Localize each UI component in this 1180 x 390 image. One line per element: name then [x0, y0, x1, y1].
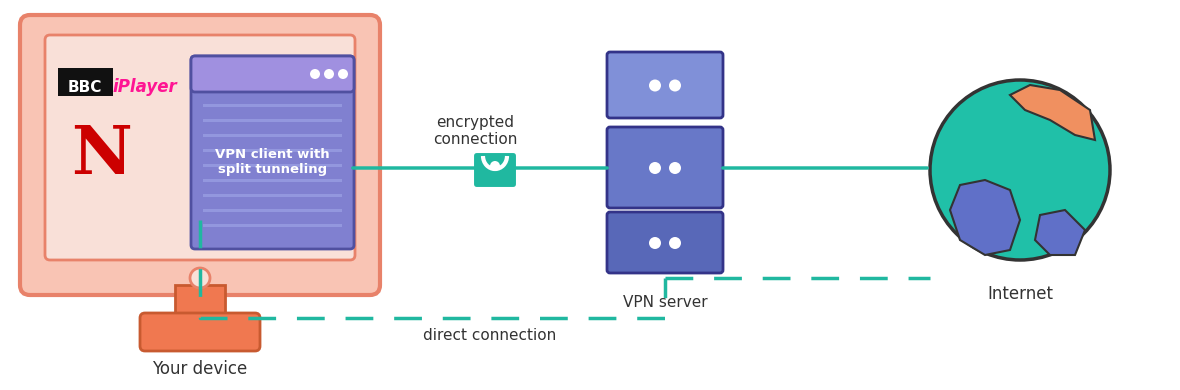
Text: VPN client with
split tunneling: VPN client with split tunneling [215, 149, 330, 177]
Circle shape [669, 80, 681, 92]
Circle shape [324, 69, 334, 79]
Circle shape [337, 69, 348, 79]
Circle shape [649, 237, 661, 249]
FancyBboxPatch shape [140, 313, 260, 351]
Polygon shape [1010, 85, 1095, 140]
FancyBboxPatch shape [607, 127, 723, 208]
Text: N: N [72, 122, 132, 188]
FancyBboxPatch shape [607, 212, 723, 273]
Circle shape [649, 162, 661, 174]
Bar [203, 179, 342, 182]
FancyBboxPatch shape [58, 68, 113, 96]
Polygon shape [950, 180, 1020, 255]
Bar [203, 134, 342, 137]
Text: VPN server: VPN server [623, 295, 707, 310]
Bar [203, 119, 342, 122]
Polygon shape [1035, 210, 1084, 255]
Circle shape [490, 161, 500, 171]
Text: Your device: Your device [152, 360, 248, 378]
Text: BBC: BBC [67, 80, 103, 94]
FancyBboxPatch shape [20, 15, 380, 295]
Bar [203, 209, 342, 212]
FancyBboxPatch shape [473, 152, 517, 188]
Circle shape [669, 162, 681, 174]
Bar [203, 224, 342, 227]
Circle shape [669, 237, 681, 249]
Text: iPlayer: iPlayer [112, 78, 177, 96]
Circle shape [649, 80, 661, 92]
Circle shape [930, 80, 1110, 260]
Bar [203, 149, 342, 152]
Text: Internet: Internet [986, 285, 1053, 303]
Bar [203, 194, 342, 197]
Bar [175, 285, 225, 320]
FancyBboxPatch shape [191, 56, 354, 249]
Text: encrypted
connection: encrypted connection [433, 115, 517, 147]
Bar [203, 104, 342, 107]
Circle shape [190, 268, 210, 288]
Circle shape [310, 69, 320, 79]
FancyBboxPatch shape [191, 56, 354, 92]
Text: direct connection: direct connection [424, 328, 557, 343]
FancyBboxPatch shape [45, 35, 355, 260]
Bar [203, 164, 342, 167]
FancyBboxPatch shape [607, 52, 723, 118]
